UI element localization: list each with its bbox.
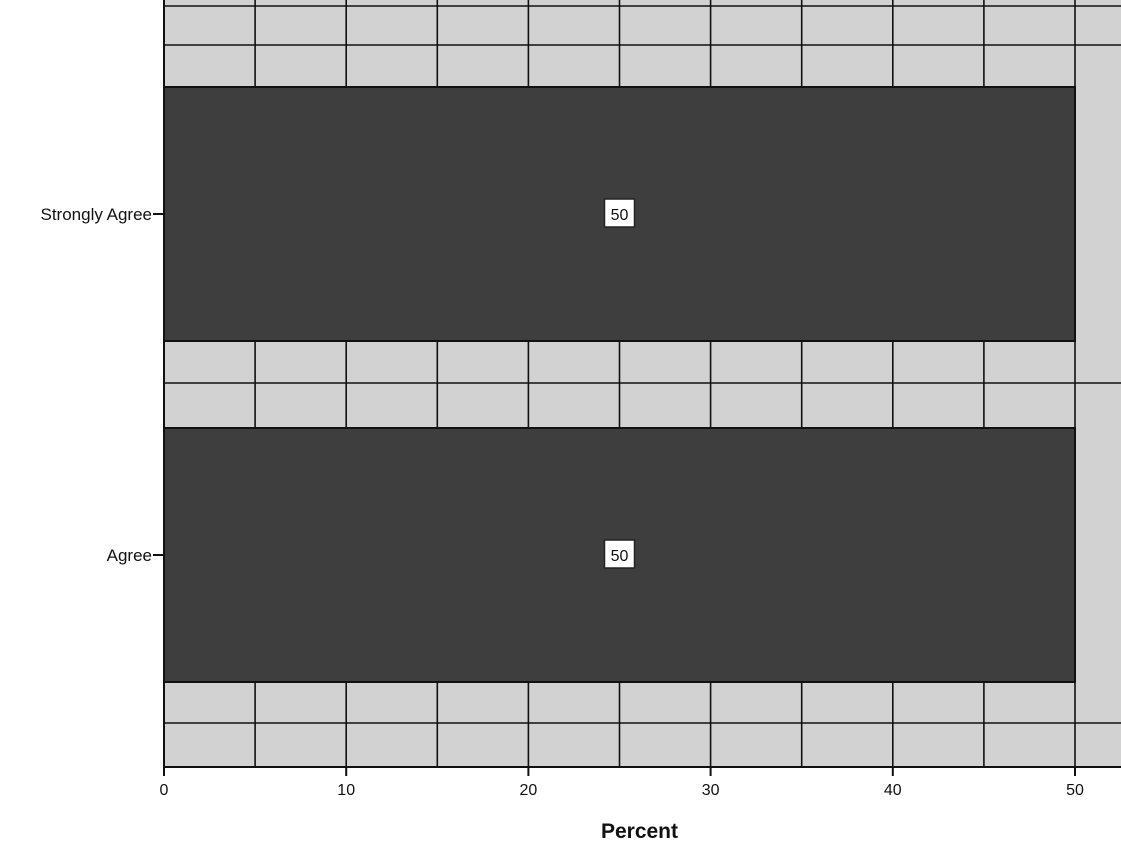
data-labels-group: 50 50 [603, 198, 636, 569]
x-tick-label: 10 [337, 782, 355, 799]
x-tick-labels-group: 0 10 20 30 40 50 [160, 782, 1084, 799]
x-tick-label: 30 [702, 782, 720, 799]
x-tick-label: 40 [884, 782, 902, 799]
data-label-agree: 50 [603, 539, 636, 569]
data-label-value: 50 [611, 207, 629, 224]
x-tick-label: 20 [520, 782, 538, 799]
category-labels-group: Strongly Agree Agree [40, 205, 152, 565]
data-label-box [603, 539, 636, 569]
category-label-agree: Agree [107, 546, 152, 565]
x-axis-title: Percent [601, 820, 678, 843]
data-label-strongly-agree: 50 [603, 198, 636, 228]
data-label-box [603, 198, 636, 228]
data-label-value: 50 [611, 548, 629, 565]
x-tick-label: 50 [1066, 782, 1084, 799]
axes-group [153, 0, 1121, 776]
category-label-strongly-agree: Strongly Agree [40, 205, 152, 224]
x-tick-label: 0 [160, 782, 169, 799]
